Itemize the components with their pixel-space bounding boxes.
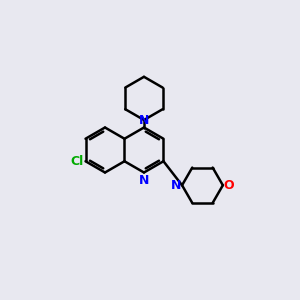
Text: N: N [171,179,181,192]
Text: N: N [139,174,149,187]
Text: O: O [224,179,234,192]
Text: Cl: Cl [71,155,84,168]
Text: N: N [139,113,149,127]
